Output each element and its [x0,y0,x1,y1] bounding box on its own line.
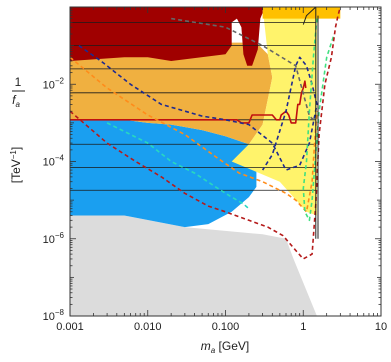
y-axis-numerator: 1 [15,75,22,89]
regions-layer [70,7,341,316]
region-gray [70,215,317,316]
contour-lines-layer [70,21,316,191]
x-tick-label: 0.001 [56,321,84,333]
region-blue [70,119,257,228]
y-axis-fraction: 1 fa [12,75,25,109]
curve-maroon-dashed [70,7,342,260]
x-tick-label: 0.100 [212,321,240,333]
region-gold [262,7,341,19]
svg-text:[TeV−1]: [TeV−1] [9,147,23,183]
curve-green-dashed [302,18,335,222]
ticks-layer: 0.001 0.010 0.100 1 10 10−2 10−4 10−6 10−8 [43,7,387,333]
x-tick-label: 10 [375,321,387,333]
y-axis-denominator: fa [12,93,20,109]
x-tick-label: 0.010 [134,321,162,333]
curve-navy-dashed [78,44,318,171]
curve-gray-dashed [171,17,318,124]
region-darkred [70,7,263,66]
y-tick-label: 10−4 [43,154,65,169]
y-tick-label: 10−2 [43,76,65,91]
x-axis-label: ma [GeV] [201,339,249,355]
x-tick-label: 1 [300,321,306,333]
y-tick-label: 10−6 [43,231,65,246]
y-axis-label: [TeV−1] [9,147,23,183]
y-tick-label: 10−8 [43,308,65,323]
region-yellow [231,7,317,216]
curve-black-top-curve [302,7,317,25]
curve-cyan-dashed [106,122,250,210]
curves-layer [70,7,342,260]
